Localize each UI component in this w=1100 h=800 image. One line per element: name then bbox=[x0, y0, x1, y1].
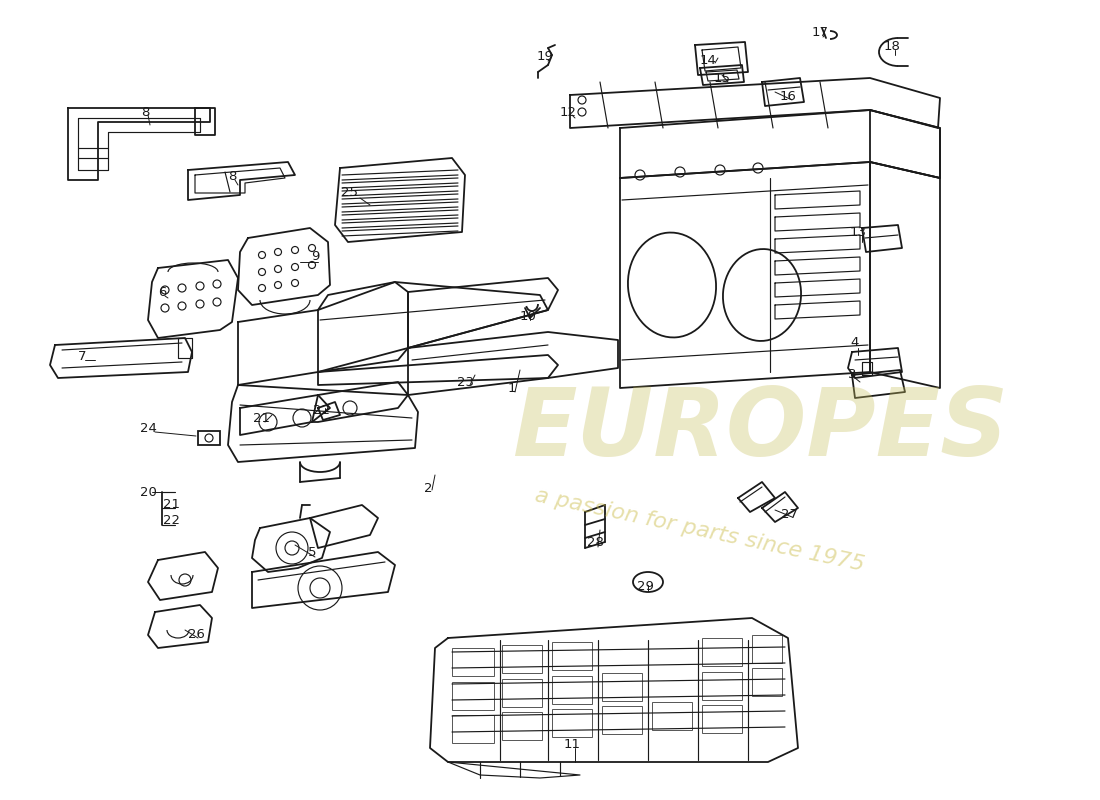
Text: 28: 28 bbox=[586, 537, 604, 550]
Bar bbox=[652, 702, 692, 730]
Bar bbox=[452, 682, 494, 710]
Text: 15: 15 bbox=[714, 71, 730, 85]
Text: 2: 2 bbox=[424, 482, 432, 494]
Text: 25: 25 bbox=[341, 186, 359, 199]
Bar bbox=[452, 648, 494, 676]
Text: 11: 11 bbox=[563, 738, 581, 751]
Text: 20: 20 bbox=[140, 486, 156, 498]
Bar bbox=[702, 638, 743, 666]
Bar bbox=[552, 676, 592, 704]
Text: 12: 12 bbox=[560, 106, 576, 118]
Bar bbox=[602, 673, 642, 701]
Text: 17: 17 bbox=[812, 26, 828, 39]
Text: 23: 23 bbox=[456, 375, 473, 389]
Bar bbox=[452, 715, 494, 743]
Bar bbox=[552, 642, 592, 670]
Bar bbox=[502, 645, 542, 673]
Text: 24: 24 bbox=[140, 422, 156, 434]
Text: 6: 6 bbox=[157, 286, 166, 298]
Text: 22: 22 bbox=[314, 403, 330, 417]
Bar bbox=[502, 679, 542, 707]
Text: 13: 13 bbox=[849, 226, 867, 238]
Text: 8: 8 bbox=[141, 106, 150, 118]
Bar bbox=[198, 431, 220, 445]
Text: 21: 21 bbox=[253, 411, 271, 425]
Text: 14: 14 bbox=[700, 54, 716, 66]
Text: 10: 10 bbox=[519, 310, 537, 322]
Text: 29: 29 bbox=[637, 581, 653, 594]
Bar bbox=[552, 709, 592, 737]
Bar bbox=[752, 668, 782, 696]
Text: 21: 21 bbox=[164, 498, 180, 511]
Text: 9: 9 bbox=[311, 250, 319, 263]
Text: 18: 18 bbox=[883, 41, 901, 54]
Bar bbox=[602, 706, 642, 734]
Text: 7: 7 bbox=[78, 350, 86, 363]
Text: 19: 19 bbox=[537, 50, 553, 63]
Bar bbox=[502, 712, 542, 740]
Text: a passion for parts since 1975: a passion for parts since 1975 bbox=[534, 486, 867, 574]
Text: 26: 26 bbox=[188, 629, 205, 642]
Text: EUROPES: EUROPES bbox=[512, 384, 1008, 476]
Text: 27: 27 bbox=[781, 507, 799, 521]
Bar bbox=[702, 672, 743, 700]
Text: 3: 3 bbox=[848, 369, 856, 382]
Bar bbox=[752, 635, 782, 663]
Text: 22: 22 bbox=[164, 514, 180, 527]
Text: 16: 16 bbox=[780, 90, 796, 103]
Text: 8: 8 bbox=[228, 170, 236, 183]
Text: 4: 4 bbox=[850, 337, 859, 350]
Text: 5: 5 bbox=[308, 546, 317, 559]
Bar bbox=[702, 705, 743, 733]
Text: 1: 1 bbox=[508, 382, 516, 394]
